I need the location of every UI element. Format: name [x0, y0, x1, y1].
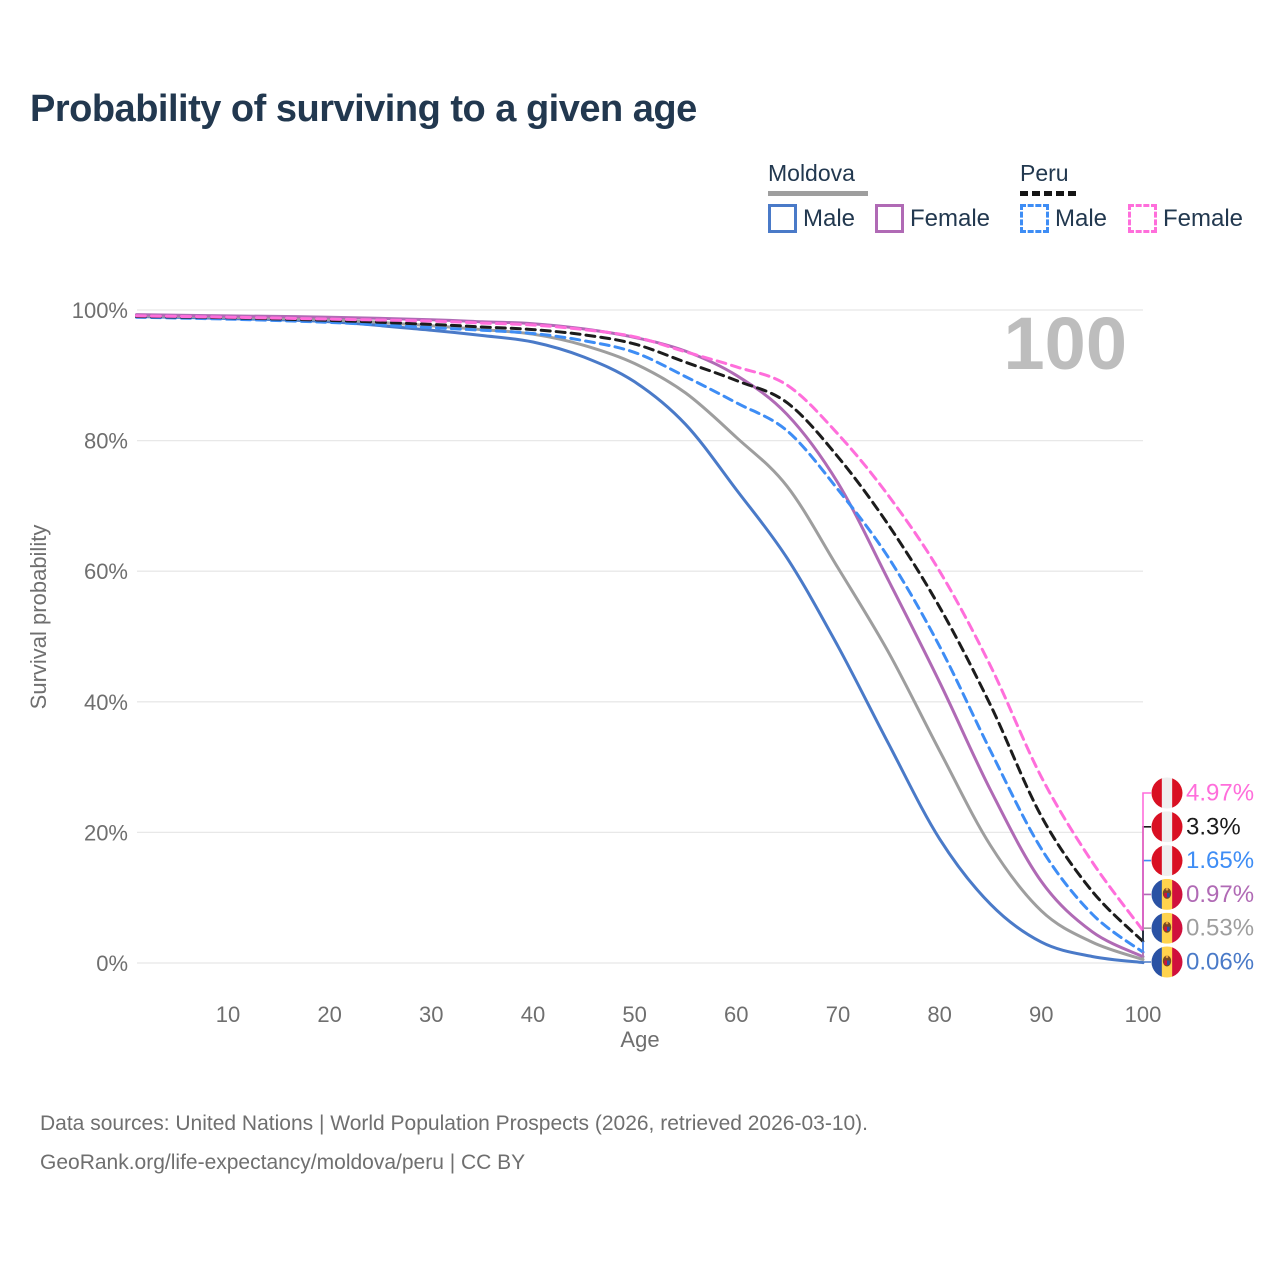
y-axis-ticks: 0% 20% 40% 60% 80% 100%: [72, 298, 128, 976]
series-line-moldova-female[interactable]: [135, 313, 1145, 959]
legend-label: Female: [1163, 204, 1244, 232]
legend-country-peru: Peru: [1020, 160, 1069, 186]
peru-male-swatch-icon: [1020, 204, 1049, 233]
end-label-moldova-both[interactable]: 0.53%: [1142, 912, 1254, 960]
end-value-label: 0.53%: [1186, 915, 1254, 942]
page-title: Probability of surviving to a given age: [30, 88, 697, 130]
data-sources-line: Data sources: United Nations | World Pop…: [40, 1112, 869, 1135]
y-tick-label: 40%: [84, 690, 128, 715]
legend-label: Male: [1055, 204, 1108, 232]
y-axis-title: Survival probability: [26, 525, 51, 710]
attribution-line: GeoRank.org/life-expectancy/moldova/peru…: [40, 1151, 526, 1174]
moldova-male-swatch-icon: [768, 204, 797, 233]
legend-item-moldova-male[interactable]: Male: [768, 204, 855, 233]
legend-underline-peru: [1020, 191, 1078, 196]
age-watermark: 100: [1004, 302, 1127, 385]
series-line-moldova-both[interactable]: [135, 314, 1145, 961]
series-line-peru-female[interactable]: [135, 314, 1145, 932]
end-label-peru-male[interactable]: 1.65%: [1142, 845, 1254, 953]
x-tick-label: 10: [216, 1002, 240, 1027]
x-tick-label: 50: [622, 1002, 646, 1027]
flag-icon-peru: [1151, 777, 1183, 809]
x-tick-label: 100: [1125, 1002, 1162, 1027]
y-tick-label: 100%: [72, 298, 128, 323]
leader-line: [1142, 961, 1151, 963]
leader-line: [1142, 893, 1151, 957]
flag-icon-moldova: [1151, 946, 1183, 978]
flag-icon-moldova: [1151, 878, 1183, 910]
x-tick-label: 30: [419, 1002, 443, 1027]
x-tick-label: 20: [317, 1002, 341, 1027]
leader-line: [1142, 792, 1151, 931]
end-value-label: 0.06%: [1186, 949, 1254, 976]
legend-country-moldova: Moldova: [768, 160, 855, 186]
end-label-peru-female[interactable]: 4.97%: [1142, 777, 1254, 931]
leader-line: [1142, 825, 1151, 942]
x-tick-label: 70: [826, 1002, 850, 1027]
end-value-label: 1.65%: [1186, 847, 1254, 874]
moldova-female-swatch-icon: [875, 204, 904, 233]
series-line-moldova-male[interactable]: [135, 315, 1145, 965]
flag-icon-peru: [1151, 811, 1183, 843]
x-tick-label: 60: [724, 1002, 748, 1027]
legend: Moldova Peru Male Female Male Female: [768, 160, 1268, 244]
y-tick-label: 60%: [84, 559, 128, 584]
peru-female-swatch-icon: [1128, 204, 1157, 233]
end-label-peru-both[interactable]: 3.3%: [1142, 811, 1241, 942]
gridlines: [137, 309, 1143, 964]
end-value-label: 4.97%: [1186, 780, 1254, 807]
y-tick-label: 0%: [96, 951, 128, 976]
legend-underline-moldova: [768, 191, 868, 196]
x-tick-label: 90: [1029, 1002, 1053, 1027]
legend-item-moldova-female[interactable]: Female: [875, 204, 990, 233]
end-labels: 0.06% 0.53% 0.97% 1.65% 3.3% 4.97%: [1142, 777, 1254, 978]
x-axis-ticks: 10 20 30 40 50 60 70 80 90 100: [216, 1002, 1162, 1027]
flag-icon-moldova: [1151, 912, 1183, 944]
y-tick-label: 80%: [84, 429, 128, 454]
series-line-peru-male[interactable]: [135, 315, 1145, 954]
flag-icon-peru: [1151, 845, 1183, 877]
end-label-moldova-female[interactable]: 0.97%: [1142, 878, 1254, 957]
y-tick-label: 20%: [84, 820, 128, 845]
x-tick-label: 80: [927, 1002, 951, 1027]
legend-label: Male: [803, 204, 856, 232]
survival-chart: 100 0% 20% 40% 60% 80% 100% 10 20 30 40 50 60 70 80 9…: [26, 298, 1254, 1052]
legend-item-peru-female[interactable]: Female: [1128, 204, 1243, 233]
legend-label: Female: [910, 204, 991, 232]
series-line-peru-both[interactable]: [135, 315, 1145, 943]
end-label-moldova-male[interactable]: 0.06%: [1142, 946, 1254, 978]
end-value-label: 3.3%: [1186, 813, 1241, 840]
footer: Data sources: United Nations | World Pop…: [40, 1104, 868, 1182]
x-tick-label: 40: [521, 1002, 545, 1027]
leader-line: [1142, 927, 1151, 960]
series-curves: [135, 313, 1145, 965]
leader-line: [1142, 859, 1151, 953]
legend-item-peru-male[interactable]: Male: [1020, 204, 1107, 233]
x-axis-title: Age: [620, 1027, 659, 1052]
end-value-label: 0.97%: [1186, 881, 1254, 908]
